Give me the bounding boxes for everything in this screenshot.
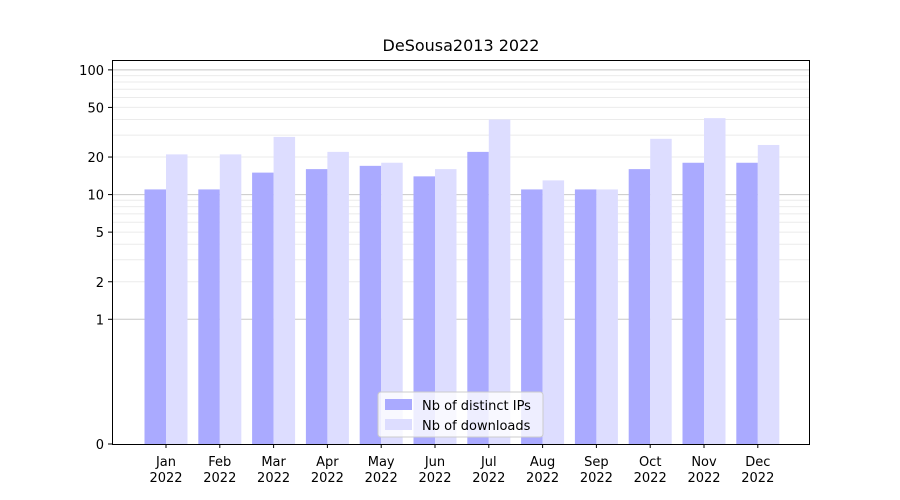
x-tick-label: Jul xyxy=(480,455,497,470)
x-tick-label: 2022 xyxy=(257,471,290,486)
x-tick-label: 2022 xyxy=(149,471,182,486)
x-tick-label: 2022 xyxy=(580,471,613,486)
x-tick-label: 2022 xyxy=(634,471,667,486)
y-tick-label: 2 xyxy=(96,276,104,291)
chart-title: DeSousa2013 2022 xyxy=(383,36,540,55)
x-tick-label: 2022 xyxy=(365,471,398,486)
bar xyxy=(359,165,382,444)
bar xyxy=(704,118,726,445)
bar xyxy=(144,189,166,444)
y-axis: 0 1 2 5 10 20 50 100 xyxy=(79,64,112,453)
y-tick-label: 0 xyxy=(96,438,104,453)
x-tick-label: Dec xyxy=(745,455,770,470)
bar xyxy=(521,189,543,444)
bar xyxy=(219,154,242,444)
x-tick-label: Nov xyxy=(691,455,717,470)
x-tick-label: 2022 xyxy=(472,471,505,486)
y-tick-label: 20 xyxy=(87,151,104,166)
bar xyxy=(488,119,511,444)
x-tick-label: Aug xyxy=(530,455,555,470)
legend-label: Nb of downloads xyxy=(422,419,531,434)
bar xyxy=(467,151,489,444)
bars-layer xyxy=(144,118,780,445)
x-tick-label: Oct xyxy=(639,455,661,470)
legend-swatch xyxy=(385,419,412,430)
bar xyxy=(596,189,618,444)
x-tick-label: 2022 xyxy=(418,471,451,486)
bar xyxy=(574,189,597,444)
bar xyxy=(327,151,349,444)
y-tick-label: 10 xyxy=(87,189,104,204)
y-tick-label: 5 xyxy=(96,226,104,241)
x-tick-label: Apr xyxy=(316,455,339,470)
bar xyxy=(650,138,672,444)
plot-frame xyxy=(112,60,810,445)
x-tick-label: May xyxy=(368,455,395,470)
bar xyxy=(736,162,758,444)
bar xyxy=(381,162,403,444)
bar xyxy=(413,176,435,444)
bar xyxy=(166,154,188,444)
legend-box xyxy=(377,391,544,438)
x-tick-label: 2022 xyxy=(311,471,344,486)
x-tick-label: Sep xyxy=(584,455,609,470)
y-tick-label: 100 xyxy=(79,64,104,79)
bar xyxy=(305,169,328,444)
legend-label: Nb of distinct IPs xyxy=(422,399,531,414)
bar xyxy=(682,162,704,444)
x-tick-label: Jan xyxy=(155,455,176,470)
y-tick-label: 50 xyxy=(87,101,104,116)
bar xyxy=(542,180,565,444)
y-tick-label: 1 xyxy=(96,313,104,328)
x-tick-label: 2022 xyxy=(687,471,720,486)
legend: Nb of distinct IPs Nb of downloads xyxy=(377,391,544,438)
x-tick-label: 2022 xyxy=(526,471,559,486)
bar xyxy=(628,169,651,444)
x-axis: Jan2022Feb2022Mar2022Apr2022May2022Jun20… xyxy=(149,444,774,486)
x-tick-label: Feb xyxy=(208,455,231,470)
bar xyxy=(273,136,296,445)
x-tick-label: 2022 xyxy=(741,471,774,486)
x-tick-label: Mar xyxy=(261,455,286,470)
legend-swatch xyxy=(385,399,412,410)
bar xyxy=(757,144,780,445)
bar xyxy=(435,169,457,444)
x-tick-label: 2022 xyxy=(203,471,236,486)
x-tick-label: Jun xyxy=(424,455,445,470)
bar xyxy=(252,172,274,444)
bar xyxy=(198,189,220,444)
